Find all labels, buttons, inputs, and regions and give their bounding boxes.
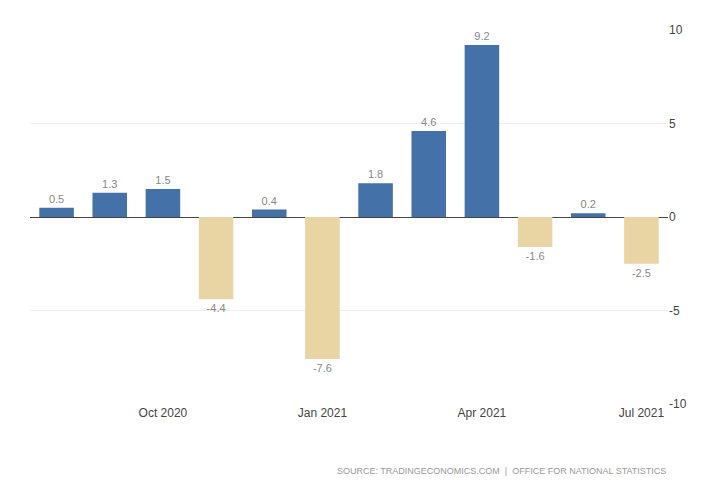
svg-text:5: 5 — [669, 117, 676, 131]
svg-text:-7.6: -7.6 — [313, 362, 332, 374]
svg-text:-4.4: -4.4 — [207, 302, 226, 314]
svg-text:9.2: 9.2 — [474, 30, 489, 42]
svg-text:-10: -10 — [669, 397, 687, 411]
svg-text:10: 10 — [669, 23, 683, 37]
svg-text:-1.6: -1.6 — [526, 250, 545, 262]
svg-text:-2.5: -2.5 — [632, 267, 651, 279]
svg-text:0: 0 — [669, 210, 676, 224]
svg-text:Jul 2021: Jul 2021 — [619, 406, 665, 420]
svg-text:-5: -5 — [669, 304, 680, 318]
svg-text:SOURCE: TRADINGECONOMICS.COM: SOURCE: TRADINGECONOMICS.COM | OFFICE FO… — [337, 466, 666, 476]
svg-text:4.6: 4.6 — [421, 116, 436, 128]
svg-text:0.2: 0.2 — [581, 198, 596, 210]
svg-text:Apr 2021: Apr 2021 — [458, 406, 507, 420]
svg-text:1.8: 1.8 — [368, 168, 383, 180]
svg-text:Oct 2020: Oct 2020 — [139, 406, 188, 420]
svg-text:1.3: 1.3 — [102, 178, 117, 190]
svg-text:0.5: 0.5 — [49, 193, 64, 205]
svg-text:1.5: 1.5 — [155, 174, 170, 186]
svg-text:Jan 2021: Jan 2021 — [298, 406, 348, 420]
svg-text:0.4: 0.4 — [262, 195, 277, 207]
